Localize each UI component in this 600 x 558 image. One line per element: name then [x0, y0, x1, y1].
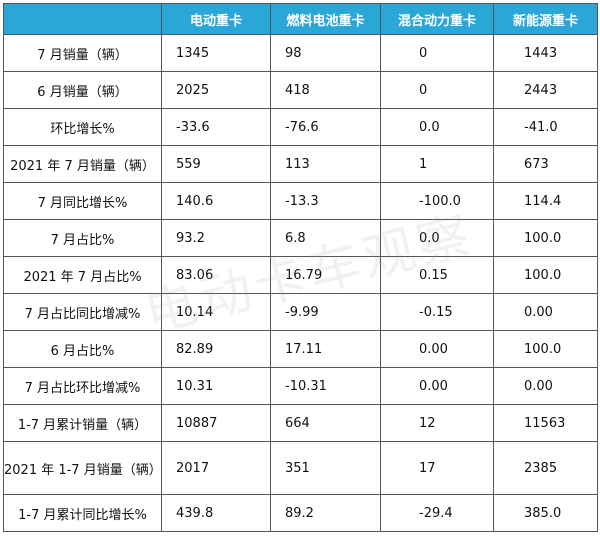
- table-container: 电动重卡 燃料电池重卡 混合动力重卡 新能源重卡 7 月销量（辆） 1345 98 0…: [3, 3, 598, 532]
- header-hybrid-heavy-truck: 混合动力重卡: [380, 3, 494, 35]
- header-new-energy-heavy-truck: 新能源重卡: [493, 3, 598, 35]
- sales-table: 电动重卡 燃料电池重卡 混合动力重卡 新能源重卡 7 月销量（辆） 1345 98 0…: [3, 3, 598, 532]
- row-label: 6 月占比%: [3, 330, 162, 368]
- table-cell: 2017: [161, 441, 271, 495]
- table-row: 6 月占比% 82.89 17.11 0.00 100.0: [3, 330, 598, 368]
- table-cell: 10.31: [161, 367, 271, 405]
- table-cell: 100.0: [493, 330, 598, 368]
- table-cell: 1443: [493, 34, 598, 72]
- row-label: 2021 年 7 月销量（辆）: [3, 145, 162, 183]
- table-cell: -10.31: [270, 367, 381, 405]
- table-cell: 100.0: [493, 219, 598, 257]
- row-label: 环比增长%: [3, 108, 162, 146]
- table-cell: 0.00: [493, 367, 598, 405]
- table-row: 2021 年 7 月销量（辆） 559 113 1 673: [3, 145, 598, 183]
- row-label: 6 月销量（辆）: [3, 71, 162, 109]
- table-cell: 17.11: [270, 330, 381, 368]
- table-cell: 439.8: [161, 494, 271, 532]
- table-cell: 12: [380, 404, 494, 442]
- header-label-column: [3, 3, 162, 35]
- row-label: 2021 年 7 月占比%: [3, 256, 162, 294]
- table-cell: -13.3: [270, 182, 381, 220]
- header-electric-heavy-truck: 电动重卡: [161, 3, 271, 35]
- table-cell: 0.00: [380, 330, 494, 368]
- table-row: 7 月同比增长% 140.6 -13.3 -100.0 114.4: [3, 182, 598, 220]
- table-cell: 16.79: [270, 256, 381, 294]
- table-cell: 0.15: [380, 256, 494, 294]
- row-label: 7 月同比增长%: [3, 182, 162, 220]
- row-label: 7 月占比%: [3, 219, 162, 257]
- table-cell: 418: [270, 71, 381, 109]
- table-cell: 17: [380, 441, 494, 495]
- table-row: 1-7 月累计销量（辆） 10887 664 12 11563: [3, 404, 598, 442]
- table-row: 环比增长% -33.6 -76.6 0.0 -41.0: [3, 108, 598, 146]
- table-cell: -76.6: [270, 108, 381, 146]
- table-cell: 0.00: [493, 293, 598, 331]
- table-cell: -41.0: [493, 108, 598, 146]
- table-cell: 93.2: [161, 219, 271, 257]
- table-cell: 2385: [493, 441, 598, 495]
- table-row: 7 月占比环比增减% 10.31 -10.31 0.00 0.00: [3, 367, 598, 405]
- table-cell: 6.8: [270, 219, 381, 257]
- table-row: 6 月销量（辆） 2025 418 0 2443: [3, 71, 598, 109]
- table-cell: 98: [270, 34, 381, 72]
- header-fuel-cell-heavy-truck: 燃料电池重卡: [270, 3, 381, 35]
- table-cell: -100.0: [380, 182, 494, 220]
- table-cell: 100.0: [493, 256, 598, 294]
- table-cell: 113: [270, 145, 381, 183]
- table-row: 1-7 月累计同比增长% 439.8 89.2 -29.4 385.0: [3, 494, 598, 532]
- table-cell: 2025: [161, 71, 271, 109]
- table-cell: 114.4: [493, 182, 598, 220]
- table-cell: 140.6: [161, 182, 271, 220]
- table-cell: 82.89: [161, 330, 271, 368]
- table-cell: 2443: [493, 71, 598, 109]
- table-cell: 11563: [493, 404, 598, 442]
- table-cell: -9.99: [270, 293, 381, 331]
- table-cell: 10.14: [161, 293, 271, 331]
- table-cell: -29.4: [380, 494, 494, 532]
- row-label: 1-7 月累计同比增长%: [3, 494, 162, 532]
- table-cell: 0: [380, 71, 494, 109]
- table-cell: 559: [161, 145, 271, 183]
- table-cell: 0.00: [380, 367, 494, 405]
- table-cell: 1345: [161, 34, 271, 72]
- table-cell: 351: [270, 441, 381, 495]
- table-cell: 0: [380, 34, 494, 72]
- table-cell: 83.06: [161, 256, 271, 294]
- row-label: 1-7 月累计销量（辆）: [3, 404, 162, 442]
- table-cell: -33.6: [161, 108, 271, 146]
- table-cell: 89.2: [270, 494, 381, 532]
- table-cell: 385.0: [493, 494, 598, 532]
- table-row: 2021 年 1-7 月销量（辆） 2017 351 17 2385: [3, 441, 598, 495]
- row-label: 7 月占比同比增减%: [3, 293, 162, 331]
- table-row: 7 月占比同比增减% 10.14 -9.99 -0.15 0.00: [3, 293, 598, 331]
- table-row: 7 月占比% 93.2 6.8 0.0 100.0: [3, 219, 598, 257]
- table-cell: -0.15: [380, 293, 494, 331]
- table-cell: 0.0: [380, 219, 494, 257]
- table-cell: 10887: [161, 404, 271, 442]
- table-cell: 673: [493, 145, 598, 183]
- row-label: 7 月销量（辆）: [3, 34, 162, 72]
- table-cell: 664: [270, 404, 381, 442]
- table-row: 7 月销量（辆） 1345 98 0 1443: [3, 34, 598, 72]
- table-row: 2021 年 7 月占比% 83.06 16.79 0.15 100.0: [3, 256, 598, 294]
- table-cell: 0.0: [380, 108, 494, 146]
- header-row: 电动重卡 燃料电池重卡 混合动力重卡 新能源重卡: [3, 3, 598, 35]
- table-cell: 1: [380, 145, 494, 183]
- row-label: 7 月占比环比增减%: [3, 367, 162, 405]
- row-label: 2021 年 1-7 月销量（辆）: [3, 441, 162, 495]
